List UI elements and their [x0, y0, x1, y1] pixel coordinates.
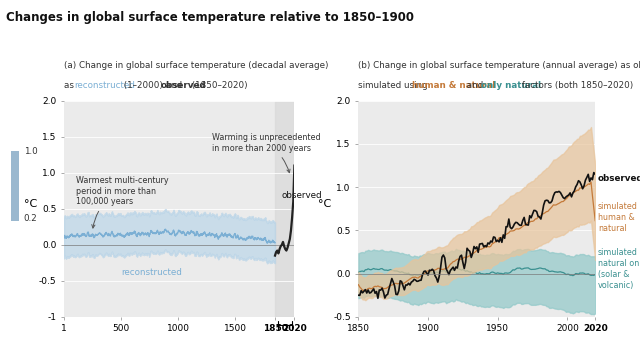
Text: and: and	[464, 81, 486, 90]
Bar	[12, 151, 19, 221]
Text: 0.2: 0.2	[24, 214, 37, 223]
Text: reconstructed: reconstructed	[121, 268, 182, 277]
Text: (a) Change in global surface temperature (decadal average): (a) Change in global surface temperature…	[64, 61, 328, 70]
Text: (b) Change in global surface temperature (annual average) as observed and: (b) Change in global surface temperature…	[358, 61, 640, 70]
Text: simulated using: simulated using	[358, 81, 431, 90]
Text: (1850–2020): (1850–2020)	[189, 81, 248, 90]
Text: factors (both 1850–2020): factors (both 1850–2020)	[519, 81, 634, 90]
Text: Changes in global surface temperature relative to 1850–1900: Changes in global surface temperature re…	[6, 11, 415, 24]
Text: Warmest multi-century
period in more than
100,000 years: Warmest multi-century period in more tha…	[76, 176, 169, 228]
Text: Warming is unprecedented
in more than 2000 years: Warming is unprecedented in more than 20…	[212, 133, 321, 173]
Text: simulated
human &
natural: simulated human & natural	[598, 202, 638, 233]
Y-axis label: °C: °C	[318, 199, 332, 209]
Text: (1–2000) and: (1–2000) and	[121, 81, 185, 90]
Text: reconstructed: reconstructed	[74, 81, 135, 90]
Y-axis label: °C: °C	[24, 199, 37, 209]
Text: observed: observed	[281, 191, 322, 200]
Text: human & natural: human & natural	[412, 81, 495, 90]
Text: 1.0: 1.0	[24, 148, 37, 156]
Text: simulated
natural only
(solar &
volcanic): simulated natural only (solar & volcanic…	[598, 248, 640, 291]
Text: observed: observed	[598, 174, 640, 183]
Text: as: as	[64, 81, 77, 90]
Text: only natural: only natural	[481, 81, 541, 90]
Bar	[275, 101, 294, 317]
Text: observed: observed	[161, 81, 206, 90]
